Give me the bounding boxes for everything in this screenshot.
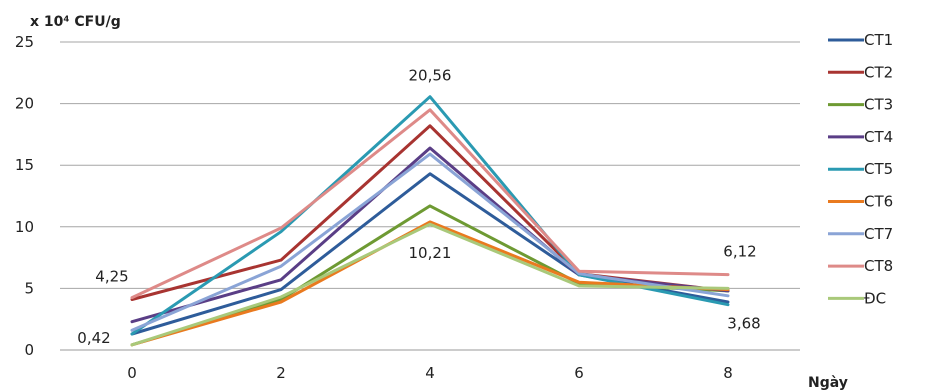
legend-label: ĐC (864, 289, 886, 307)
y-tick-label: 25 (15, 33, 34, 51)
data-label: 0,42 (77, 329, 110, 347)
series-line-ct5 (130, 95, 730, 336)
legend-item: CT4 (828, 128, 893, 146)
legend-item: CT1 (828, 31, 893, 49)
x-tick-label: 4 (425, 364, 435, 382)
legend: CT1 CT2 CT3 CT4 CT5 CT6 CT7 CT8 ĐC (828, 31, 893, 307)
x-tick-label: 2 (276, 364, 286, 382)
plot-area (130, 95, 730, 347)
legend-item: CT6 (828, 193, 893, 211)
legend-label: CT4 (864, 128, 893, 146)
series-line-ct7 (130, 152, 730, 332)
series-line-ct8 (130, 108, 730, 300)
legend-item: CT3 (828, 96, 893, 114)
x-tick-label: 0 (127, 364, 137, 382)
legend-item: CT8 (828, 257, 893, 275)
y-tick-label: 10 (15, 218, 34, 236)
legend-label: CT5 (864, 160, 893, 178)
y-axis-label: x 10⁴ CFU/g (30, 14, 121, 30)
x-tick-label: 8 (723, 364, 733, 382)
data-label: 4,25 (95, 268, 128, 286)
legend-item: CT5 (828, 160, 893, 178)
annotations: 20,56 4,25 10,21 6,12 3,68 0,42 (77, 67, 760, 347)
legend-label: CT2 (864, 63, 893, 81)
data-label: 10,21 (409, 244, 452, 262)
y-tick-label: 20 (15, 95, 34, 113)
x-axis: 0 2 4 6 8 (127, 364, 733, 382)
y-tick-label: 5 (24, 279, 34, 297)
legend-label: CT6 (864, 193, 893, 211)
legend-item: CT2 (828, 63, 893, 81)
y-tick-label: 0 (24, 341, 34, 359)
data-label: 20,56 (409, 67, 452, 85)
legend-label: CT1 (864, 31, 893, 49)
y-axis: 0 5 10 15 20 25 (15, 33, 34, 359)
x-tick-label: 6 (574, 364, 584, 382)
gridlines (60, 41, 800, 351)
data-label: 3,68 (727, 315, 760, 333)
legend-label: CT8 (864, 257, 893, 275)
legend-label: CT3 (864, 96, 893, 114)
x-axis-label: Ngày (808, 375, 848, 391)
legend-label: CT7 (864, 225, 893, 243)
series-line-đc (130, 222, 730, 347)
series-line-ct6 (130, 220, 730, 347)
legend-item: ĐC (828, 289, 886, 307)
data-label: 6,12 (723, 243, 756, 261)
legend-item: CT7 (828, 225, 893, 243)
y-tick-label: 15 (15, 156, 34, 174)
